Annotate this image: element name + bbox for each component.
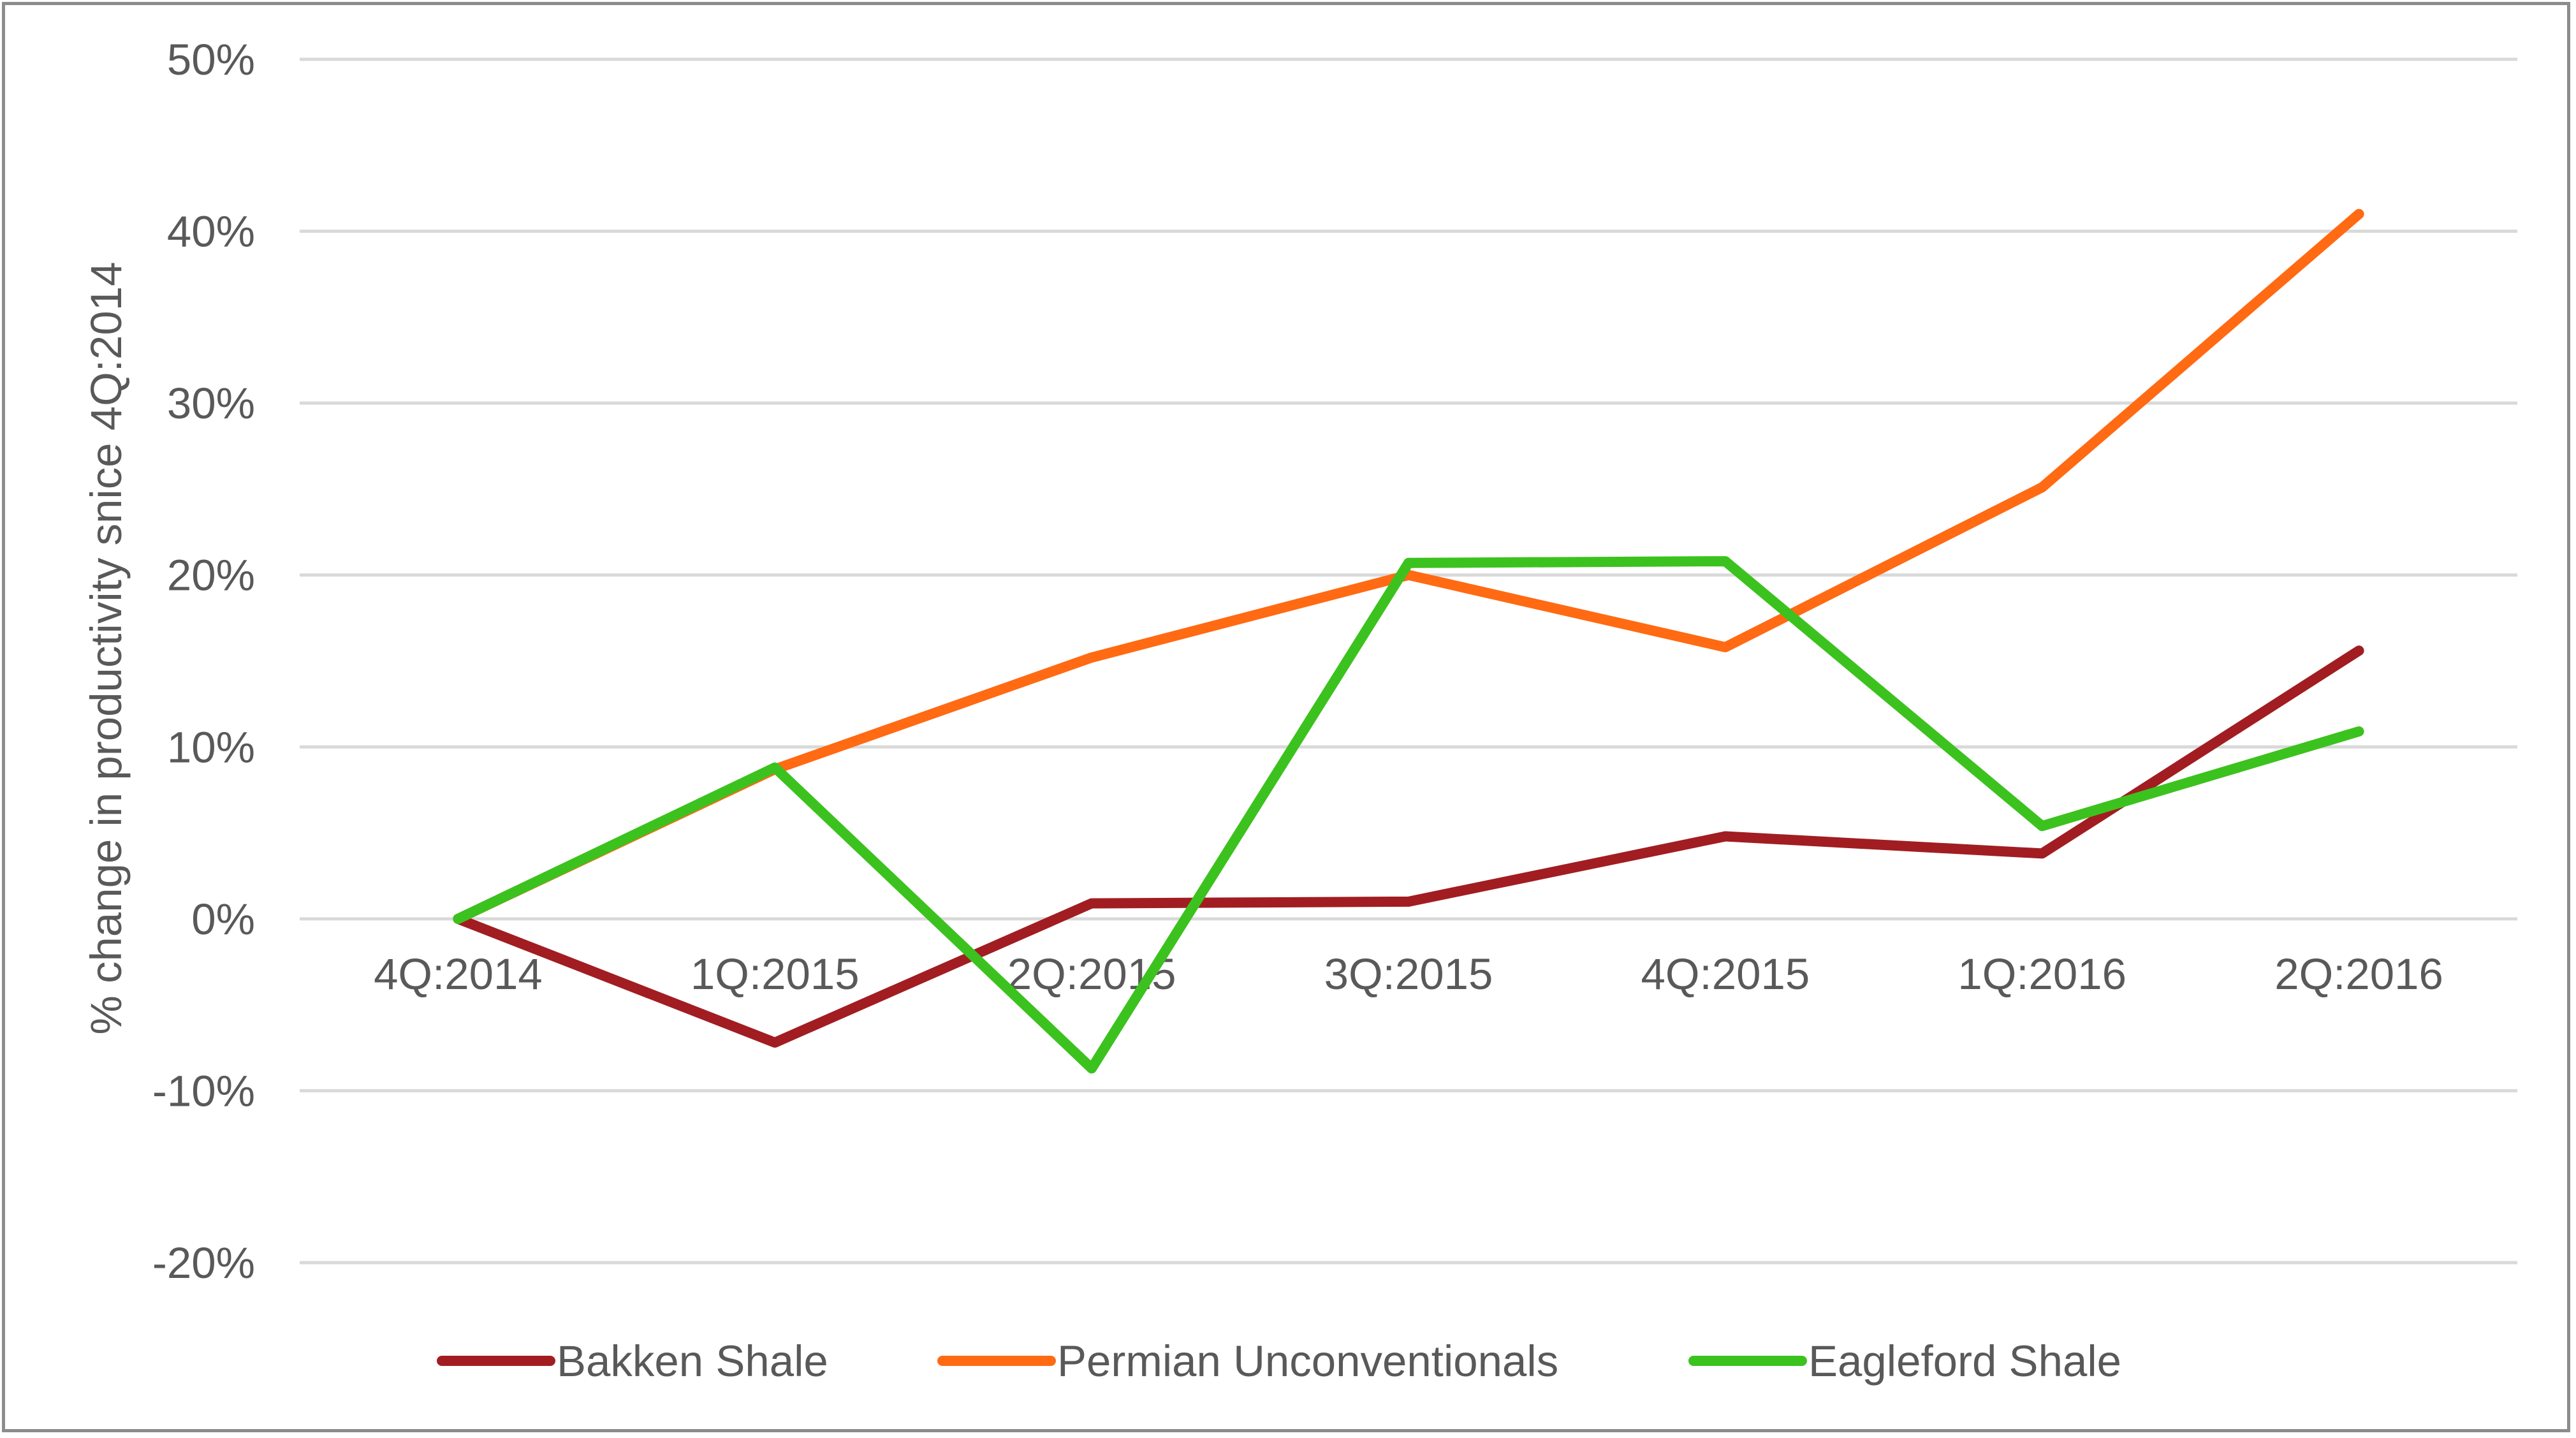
x-tick-label: 1Q:2015 — [691, 950, 860, 999]
x-tick-label: 2Q:2016 — [2274, 950, 2443, 999]
y-tick-label: 10% — [167, 723, 255, 772]
legend-label: Permian Unconventionals — [1057, 1337, 1558, 1386]
series-line-eagleford-shale — [453, 556, 2364, 1074]
y-axis-tick-labels: -20% -10% 0% 10% 20% 30% 40% 50% — [152, 35, 255, 1288]
x-axis-tick-labels: 4Q:2014 1Q:2015 2Q:2015 3Q:2015 4Q:2015 1Q:20… — [374, 950, 2443, 999]
y-tick-label: 30% — [167, 379, 255, 428]
gridlines — [300, 57, 2517, 1265]
y-tick-label: 0% — [191, 895, 255, 944]
legend: Bakken Shale Permian Unconventionals Eagle… — [437, 1337, 2121, 1386]
x-tick-label: 4Q:2015 — [1641, 950, 1810, 999]
y-tick-label: 20% — [167, 551, 255, 600]
series-line-bakken-shale — [453, 645, 2364, 1048]
y-tick-label: -10% — [152, 1066, 255, 1115]
y-tick-label: -20% — [152, 1238, 255, 1288]
legend-label: Eagleford Shale — [1808, 1337, 2121, 1386]
series-lines — [453, 209, 2364, 1074]
x-tick-label: 4Q:2014 — [374, 950, 543, 999]
x-tick-label: 3Q:2015 — [1324, 950, 1493, 999]
y-tick-label: 40% — [167, 207, 255, 256]
y-axis-title: % change in productivity snice 4Q:2014 — [82, 261, 131, 1034]
x-tick-label: 1Q:2016 — [1958, 950, 2126, 999]
legend-label: Bakken Shale — [557, 1337, 828, 1386]
y-tick-label: 50% — [167, 35, 255, 84]
